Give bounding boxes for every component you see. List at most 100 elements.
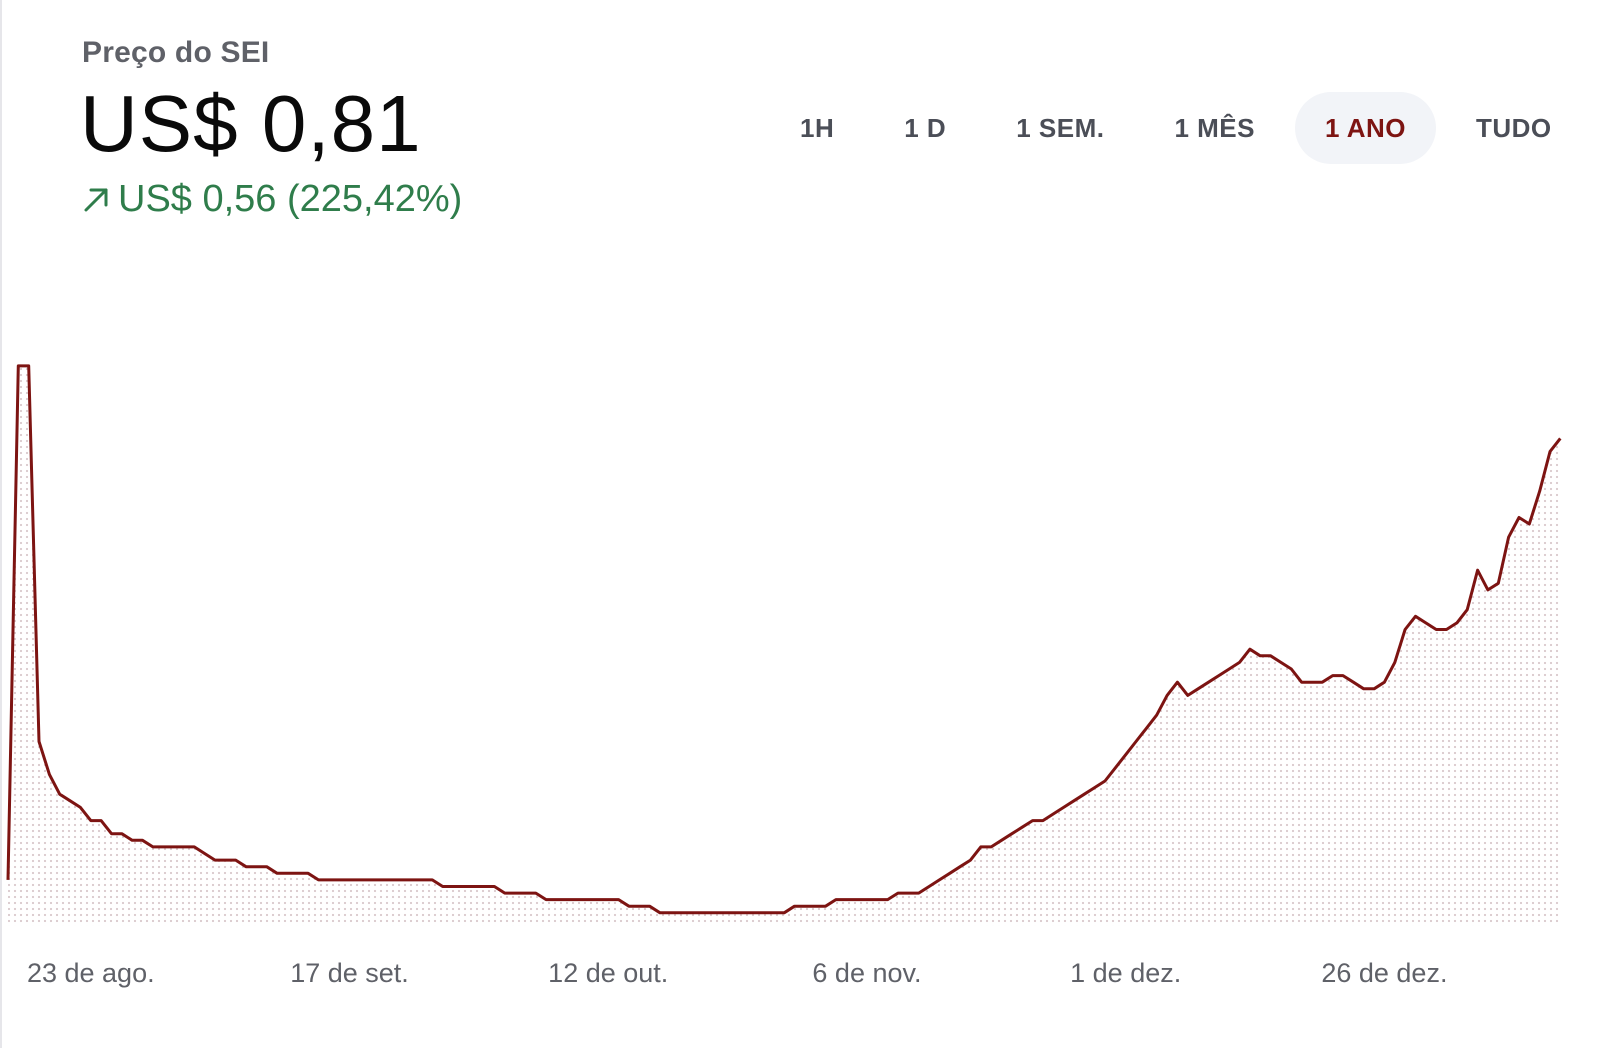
data-point [1051,812,1055,816]
data-point [1486,588,1490,592]
data-point [1424,621,1428,625]
x-tick-label: 26 de dez. [1321,958,1448,988]
data-point [172,845,176,849]
tab-1d[interactable]: 1 D [904,112,947,143]
tab-1mes[interactable]: 1 MÊS [1174,112,1255,143]
tab-tudo[interactable]: TUDO [1476,112,1552,143]
data-point [1507,535,1511,539]
data-point [937,878,941,882]
data-point [782,911,786,915]
data-point [1393,660,1397,664]
data-point [1517,515,1521,519]
data-point [1124,753,1128,757]
data-point [1082,792,1086,796]
data-point [1527,522,1531,526]
data-point [265,865,269,869]
tab-1h[interactable]: 1H [800,112,835,143]
data-point [1258,654,1262,658]
data-point [793,904,797,908]
data-point [1062,805,1066,809]
data-point [89,819,93,823]
data-point [1382,680,1386,684]
data-point [844,898,848,902]
data-point [824,904,828,908]
data-point [1165,693,1169,697]
data-point [430,878,434,882]
price-change-value: US$ 0,56 (225,42%) [118,178,463,220]
data-point [337,878,341,882]
range-tabs: 1H 1 D 1 SEM. 1 MÊS 1 ANO TUDO [770,92,1582,164]
data-point [720,911,724,915]
data-point [1320,680,1324,684]
data-point [513,891,517,895]
data-point [213,858,217,862]
data-point [192,845,196,849]
data-point [1341,674,1345,678]
data-point [182,845,186,849]
data-point [699,911,703,915]
data-point [689,911,693,915]
data-point [1362,687,1366,691]
data-point [1403,627,1407,631]
data-point [1558,436,1562,440]
data-point [1300,680,1304,684]
data-point [1238,660,1242,664]
data-point [141,838,145,842]
data-point [1010,832,1014,836]
data-point [275,871,279,875]
x-tick-label: 1 de dez. [1070,958,1182,988]
tab-1sem[interactable]: 1 SEM. [1016,112,1105,143]
data-point [441,884,445,888]
x-tick-label: 6 de nov. [812,958,922,988]
data-point [420,878,424,882]
data-point [296,871,300,875]
data-point [234,858,238,862]
data-point [523,891,527,895]
tab-1ano[interactable]: 1 ANO [1295,92,1436,164]
data-point [803,904,807,908]
data-point [27,364,31,368]
chart-area-fill [8,365,1561,926]
data-point [710,911,714,915]
data-point [534,891,538,895]
x-tick-label: 17 de set. [290,958,409,988]
data-point [389,878,393,882]
data-point [379,878,383,882]
x-tick-label: 12 de out. [548,958,669,988]
data-point [751,911,755,915]
data-point [637,904,641,908]
data-point [1217,674,1221,678]
data-point [285,871,289,875]
data-point [1020,825,1024,829]
price-chart[interactable] [0,300,1622,940]
data-point [99,819,103,823]
data-point [472,884,476,888]
data-point [554,898,558,902]
data-point [1041,819,1045,823]
data-point [917,891,921,895]
data-point [1186,693,1190,697]
data-point [1289,667,1293,671]
data-point [130,838,134,842]
data-point [327,878,331,882]
data-point [410,878,414,882]
data-point [1496,581,1500,585]
data-point [151,845,155,849]
data-point [648,904,652,908]
data-point [617,898,621,902]
data-point [37,739,41,743]
data-point [1372,687,1376,691]
data-point [492,884,496,888]
data-point [627,904,631,908]
data-point [1103,779,1107,783]
x-tick-label: 23 de ago. [26,958,155,988]
data-point [58,792,62,796]
data-point [1434,627,1438,631]
data-point [1455,621,1459,625]
left-divider [0,0,2,1048]
data-point [47,772,51,776]
data-point [741,911,745,915]
data-point [596,898,600,902]
data-point [1206,680,1210,684]
data-point [1113,766,1117,770]
